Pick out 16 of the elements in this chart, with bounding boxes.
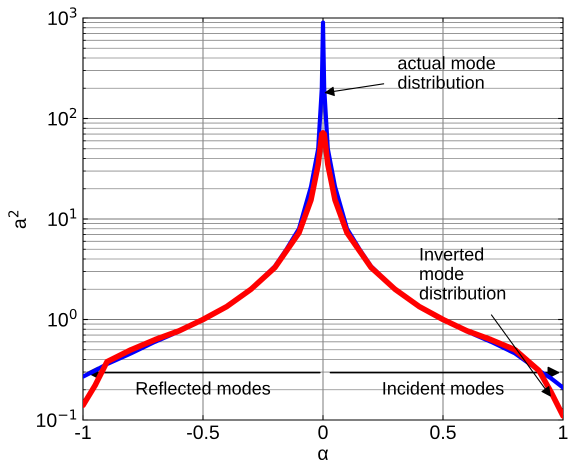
x-tick-label: -0.5 — [187, 425, 219, 440]
y-tick-label: 10$^{0}$ — [48, 308, 77, 327]
annotation: Inverted mode distribution — [420, 247, 506, 300]
x-axis-title: α — [318, 449, 328, 460]
y-tick-label: 10$^{1}$ — [48, 208, 76, 226]
annotation: Reflected modes — [136, 381, 270, 395]
y-axis-title: a$^{2}$ — [8, 210, 26, 228]
x-tick-label: 1 — [559, 426, 568, 439]
x-tick-label: 0 — [318, 425, 328, 440]
y-tick-label: 10$^{2}$ — [48, 108, 76, 126]
x-tick-label: 0.5 — [430, 425, 456, 440]
y-tick-label: 10$^{−1}$ — [37, 410, 76, 428]
annotation: actual mode distribution — [398, 56, 495, 89]
x-tick-label: -1 — [75, 426, 91, 439]
y-tick-label: 10$^{3}$ — [48, 7, 76, 26]
annotation: Incident modes — [383, 381, 504, 395]
